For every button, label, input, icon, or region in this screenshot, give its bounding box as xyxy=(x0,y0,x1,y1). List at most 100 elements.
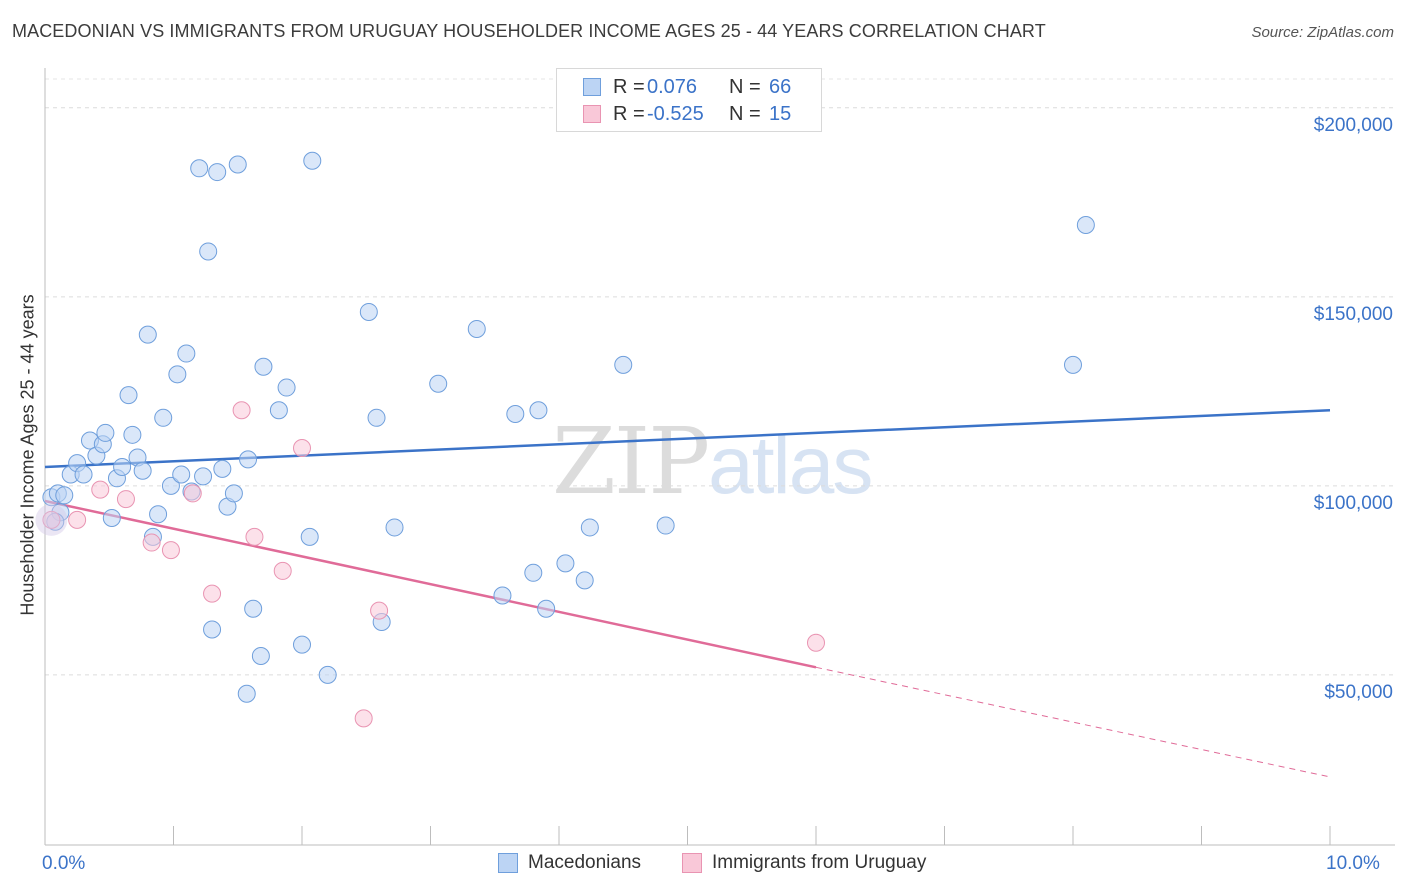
point-macedonians xyxy=(524,563,543,582)
point-macedonians xyxy=(224,484,243,503)
point-macedonians xyxy=(359,302,378,321)
point-macedonians xyxy=(161,476,180,495)
chart-title: MACEDONIAN VS IMMIGRANTS FROM URUGUAY HO… xyxy=(12,21,1046,41)
point-cluster xyxy=(35,503,68,536)
legend-swatch-macedonians xyxy=(583,78,601,96)
trend-lines xyxy=(44,408,1331,778)
series-legend: Macedonians Immigrants from Uruguay xyxy=(0,851,1406,879)
legend-row-uruguay: R = -0.525 N = 15 xyxy=(557,100,791,128)
point-macedonians xyxy=(177,344,196,363)
y-tick-label: $50,000 xyxy=(1324,681,1393,703)
point-macedonians xyxy=(254,357,273,376)
legend-item-uruguay[interactable]: Immigrants from Uruguay xyxy=(682,852,926,874)
point-macedonians xyxy=(303,151,322,170)
legend-n-label: N = xyxy=(729,75,761,98)
point-macedonians xyxy=(244,599,263,618)
point-uruguay xyxy=(68,510,87,529)
watermark: ZIPatlas xyxy=(552,408,873,515)
legend-r-label: R = xyxy=(613,102,645,125)
watermark-zip: ZIP xyxy=(552,408,710,515)
legend-item-macedonians[interactable]: Macedonians xyxy=(498,852,641,874)
point-macedonians xyxy=(190,159,209,178)
point-macedonians xyxy=(1076,216,1095,234)
legend-r-label: R = xyxy=(613,75,645,98)
point-uruguay xyxy=(203,584,222,603)
legend-row-macedonians: R = 0.076 N = 66 xyxy=(557,73,791,101)
legend-r-value: -0.525 xyxy=(647,102,704,125)
point-macedonians xyxy=(367,408,386,427)
x-tick-label-min: 0.0% xyxy=(42,853,86,874)
point-macedonians xyxy=(269,401,288,420)
data-points xyxy=(35,151,1095,728)
point-uruguay xyxy=(183,484,202,503)
point-macedonians xyxy=(74,465,93,484)
point-uruguay xyxy=(354,709,373,728)
y-axis-title: Householder Income Ages 25 - 44 years xyxy=(17,294,38,616)
point-uruguay xyxy=(91,480,110,499)
point-macedonians xyxy=(467,319,486,338)
point-macedonians xyxy=(237,684,256,703)
trend-line-uruguay xyxy=(44,499,817,669)
point-macedonians xyxy=(172,465,191,484)
point-macedonians xyxy=(123,425,142,444)
trend-line-macedonians xyxy=(44,408,1331,469)
point-macedonians xyxy=(203,620,222,639)
point-macedonians xyxy=(251,646,270,665)
point-macedonians xyxy=(1064,355,1082,374)
point-macedonians xyxy=(213,459,232,478)
point-macedonians xyxy=(55,486,74,505)
point-macedonians xyxy=(194,467,213,486)
point-macedonians xyxy=(133,461,152,480)
source-label: Source: ZipAtlas.com xyxy=(1251,24,1394,41)
point-macedonians xyxy=(96,423,115,442)
legend-n-value: 15 xyxy=(769,102,792,125)
point-macedonians xyxy=(300,527,319,546)
point-macedonians xyxy=(529,401,548,420)
point-macedonians xyxy=(208,163,227,182)
point-uruguay xyxy=(232,401,251,420)
point-macedonians xyxy=(537,599,556,618)
x-tick-label-max: 10.0% xyxy=(1326,853,1380,874)
point-uruguay xyxy=(42,510,61,529)
legend-r-value: 0.076 xyxy=(647,75,698,98)
point-uruguay xyxy=(161,541,180,560)
axes xyxy=(44,68,1395,846)
point-macedonians xyxy=(239,450,258,469)
point-uruguay xyxy=(370,601,389,620)
point-macedonians xyxy=(656,516,675,535)
point-macedonians xyxy=(154,408,173,427)
point-uruguay xyxy=(807,633,825,652)
point-macedonians xyxy=(580,518,599,537)
point-macedonians xyxy=(199,242,218,261)
point-uruguay xyxy=(293,439,311,458)
point-macedonians xyxy=(102,508,121,527)
point-macedonians xyxy=(138,325,157,344)
point-macedonians xyxy=(556,554,575,573)
y-tick-label: $200,000 xyxy=(1313,114,1393,136)
y-tick-label: $100,000 xyxy=(1313,492,1393,514)
point-macedonians xyxy=(228,155,247,174)
point-macedonians xyxy=(113,457,132,476)
y-tick-label: $150,000 xyxy=(1313,303,1393,325)
legend-swatch-uruguay xyxy=(583,105,601,123)
point-macedonians xyxy=(277,378,296,397)
point-uruguay xyxy=(142,533,161,552)
point-uruguay xyxy=(116,490,135,509)
legend-label-macedonians: Macedonians xyxy=(528,852,642,873)
point-macedonians xyxy=(429,374,448,393)
point-macedonians xyxy=(293,635,311,654)
point-macedonians xyxy=(318,665,337,684)
point-macedonians xyxy=(119,386,138,405)
grid-lines xyxy=(45,78,1395,676)
point-macedonians xyxy=(506,405,525,424)
point-macedonians xyxy=(149,505,168,524)
legend-n-label: N = xyxy=(729,102,761,125)
correlation-legend: R = 0.076 N = 66 R = -0.525 N = 15 xyxy=(556,68,822,132)
point-macedonians xyxy=(385,518,404,537)
point-uruguay xyxy=(273,561,292,580)
legend-swatch-macedonians xyxy=(498,853,518,873)
legend-swatch-uruguay xyxy=(682,853,702,873)
point-macedonians xyxy=(493,586,512,605)
legend-label-uruguay: Immigrants from Uruguay xyxy=(712,852,927,873)
